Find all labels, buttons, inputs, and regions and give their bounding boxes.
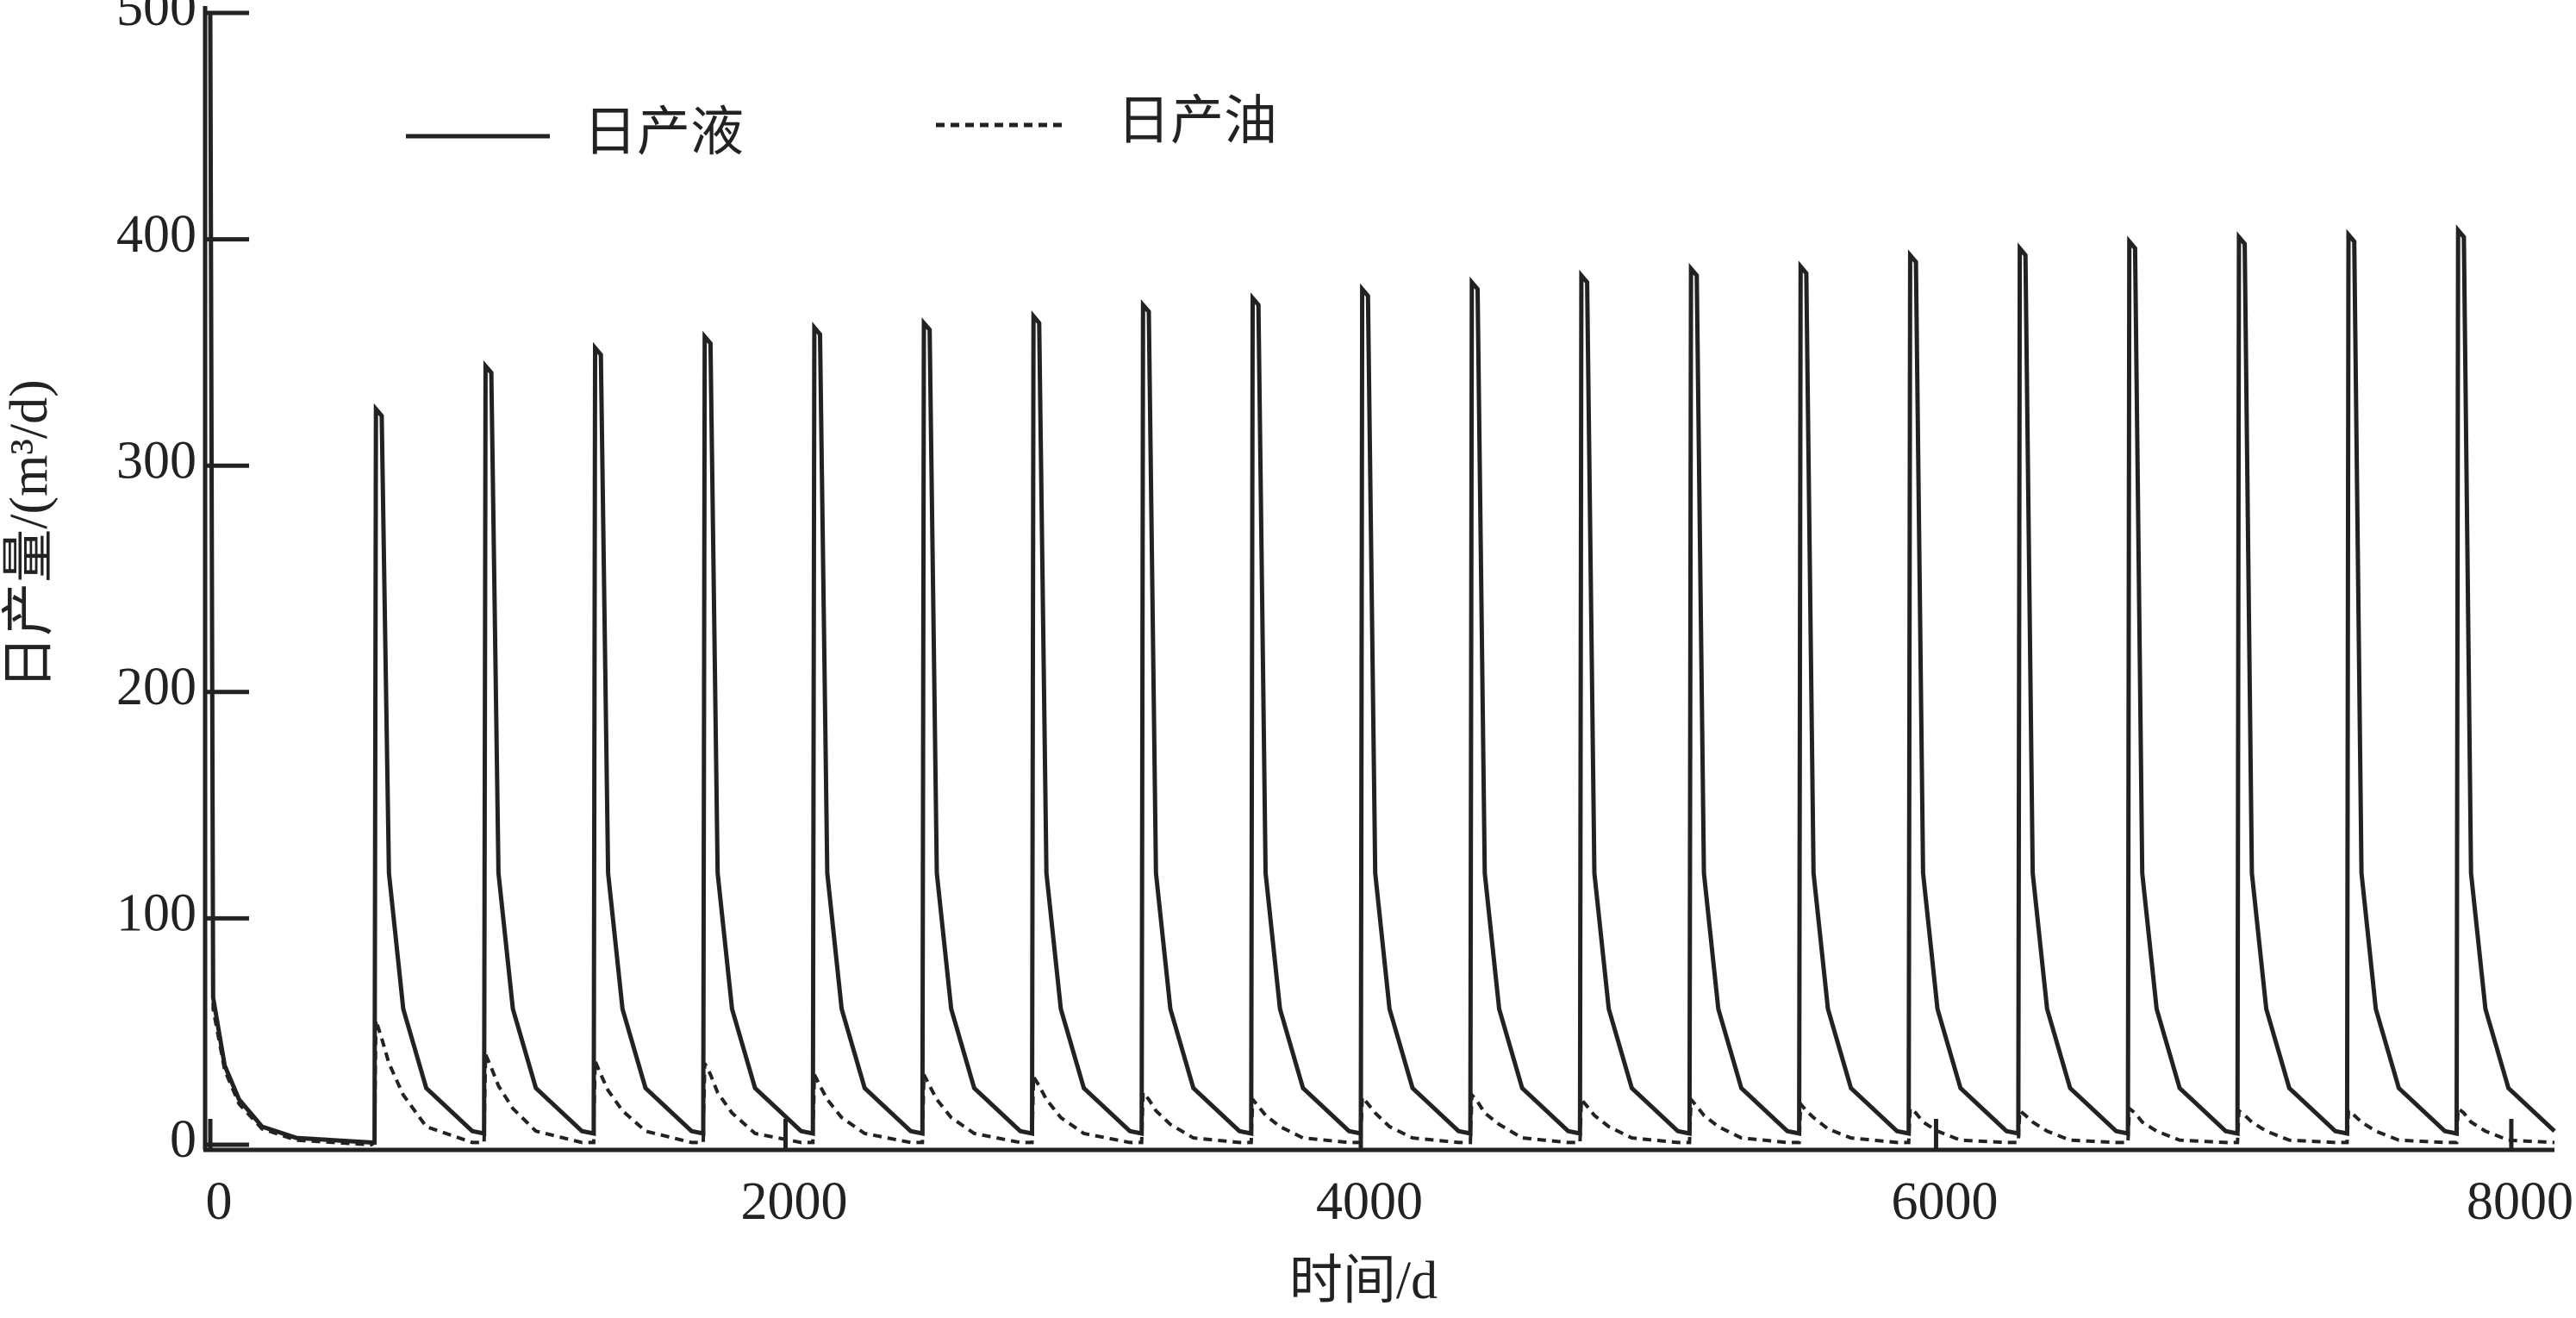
data-line <box>209 35 2555 1147</box>
x-tick-label: 6000 <box>1891 1172 1998 1231</box>
y-tick-label: 500 <box>116 0 196 37</box>
y-tick-label: 200 <box>116 658 196 716</box>
y-tick-label: 400 <box>116 205 196 264</box>
x-axis-label: 时间/d <box>1289 1252 1438 1310</box>
y-tick-label: 100 <box>116 884 196 943</box>
x-tick-label: 4000 <box>1316 1172 1423 1231</box>
legend-label: 日产油 <box>1117 92 1277 151</box>
data-line <box>208 12 2556 1145</box>
x-tick-label: 8000 <box>2467 1172 2573 1231</box>
y-tick-label: 0 <box>170 1110 196 1169</box>
x-tick-label: 0 <box>206 1172 233 1231</box>
legend-label: 日产液 <box>583 103 744 162</box>
y-axis-label: 日产量/(m³/d) <box>0 379 59 690</box>
y-tick-label: 300 <box>116 431 196 490</box>
x-tick-label: 2000 <box>740 1172 847 1231</box>
